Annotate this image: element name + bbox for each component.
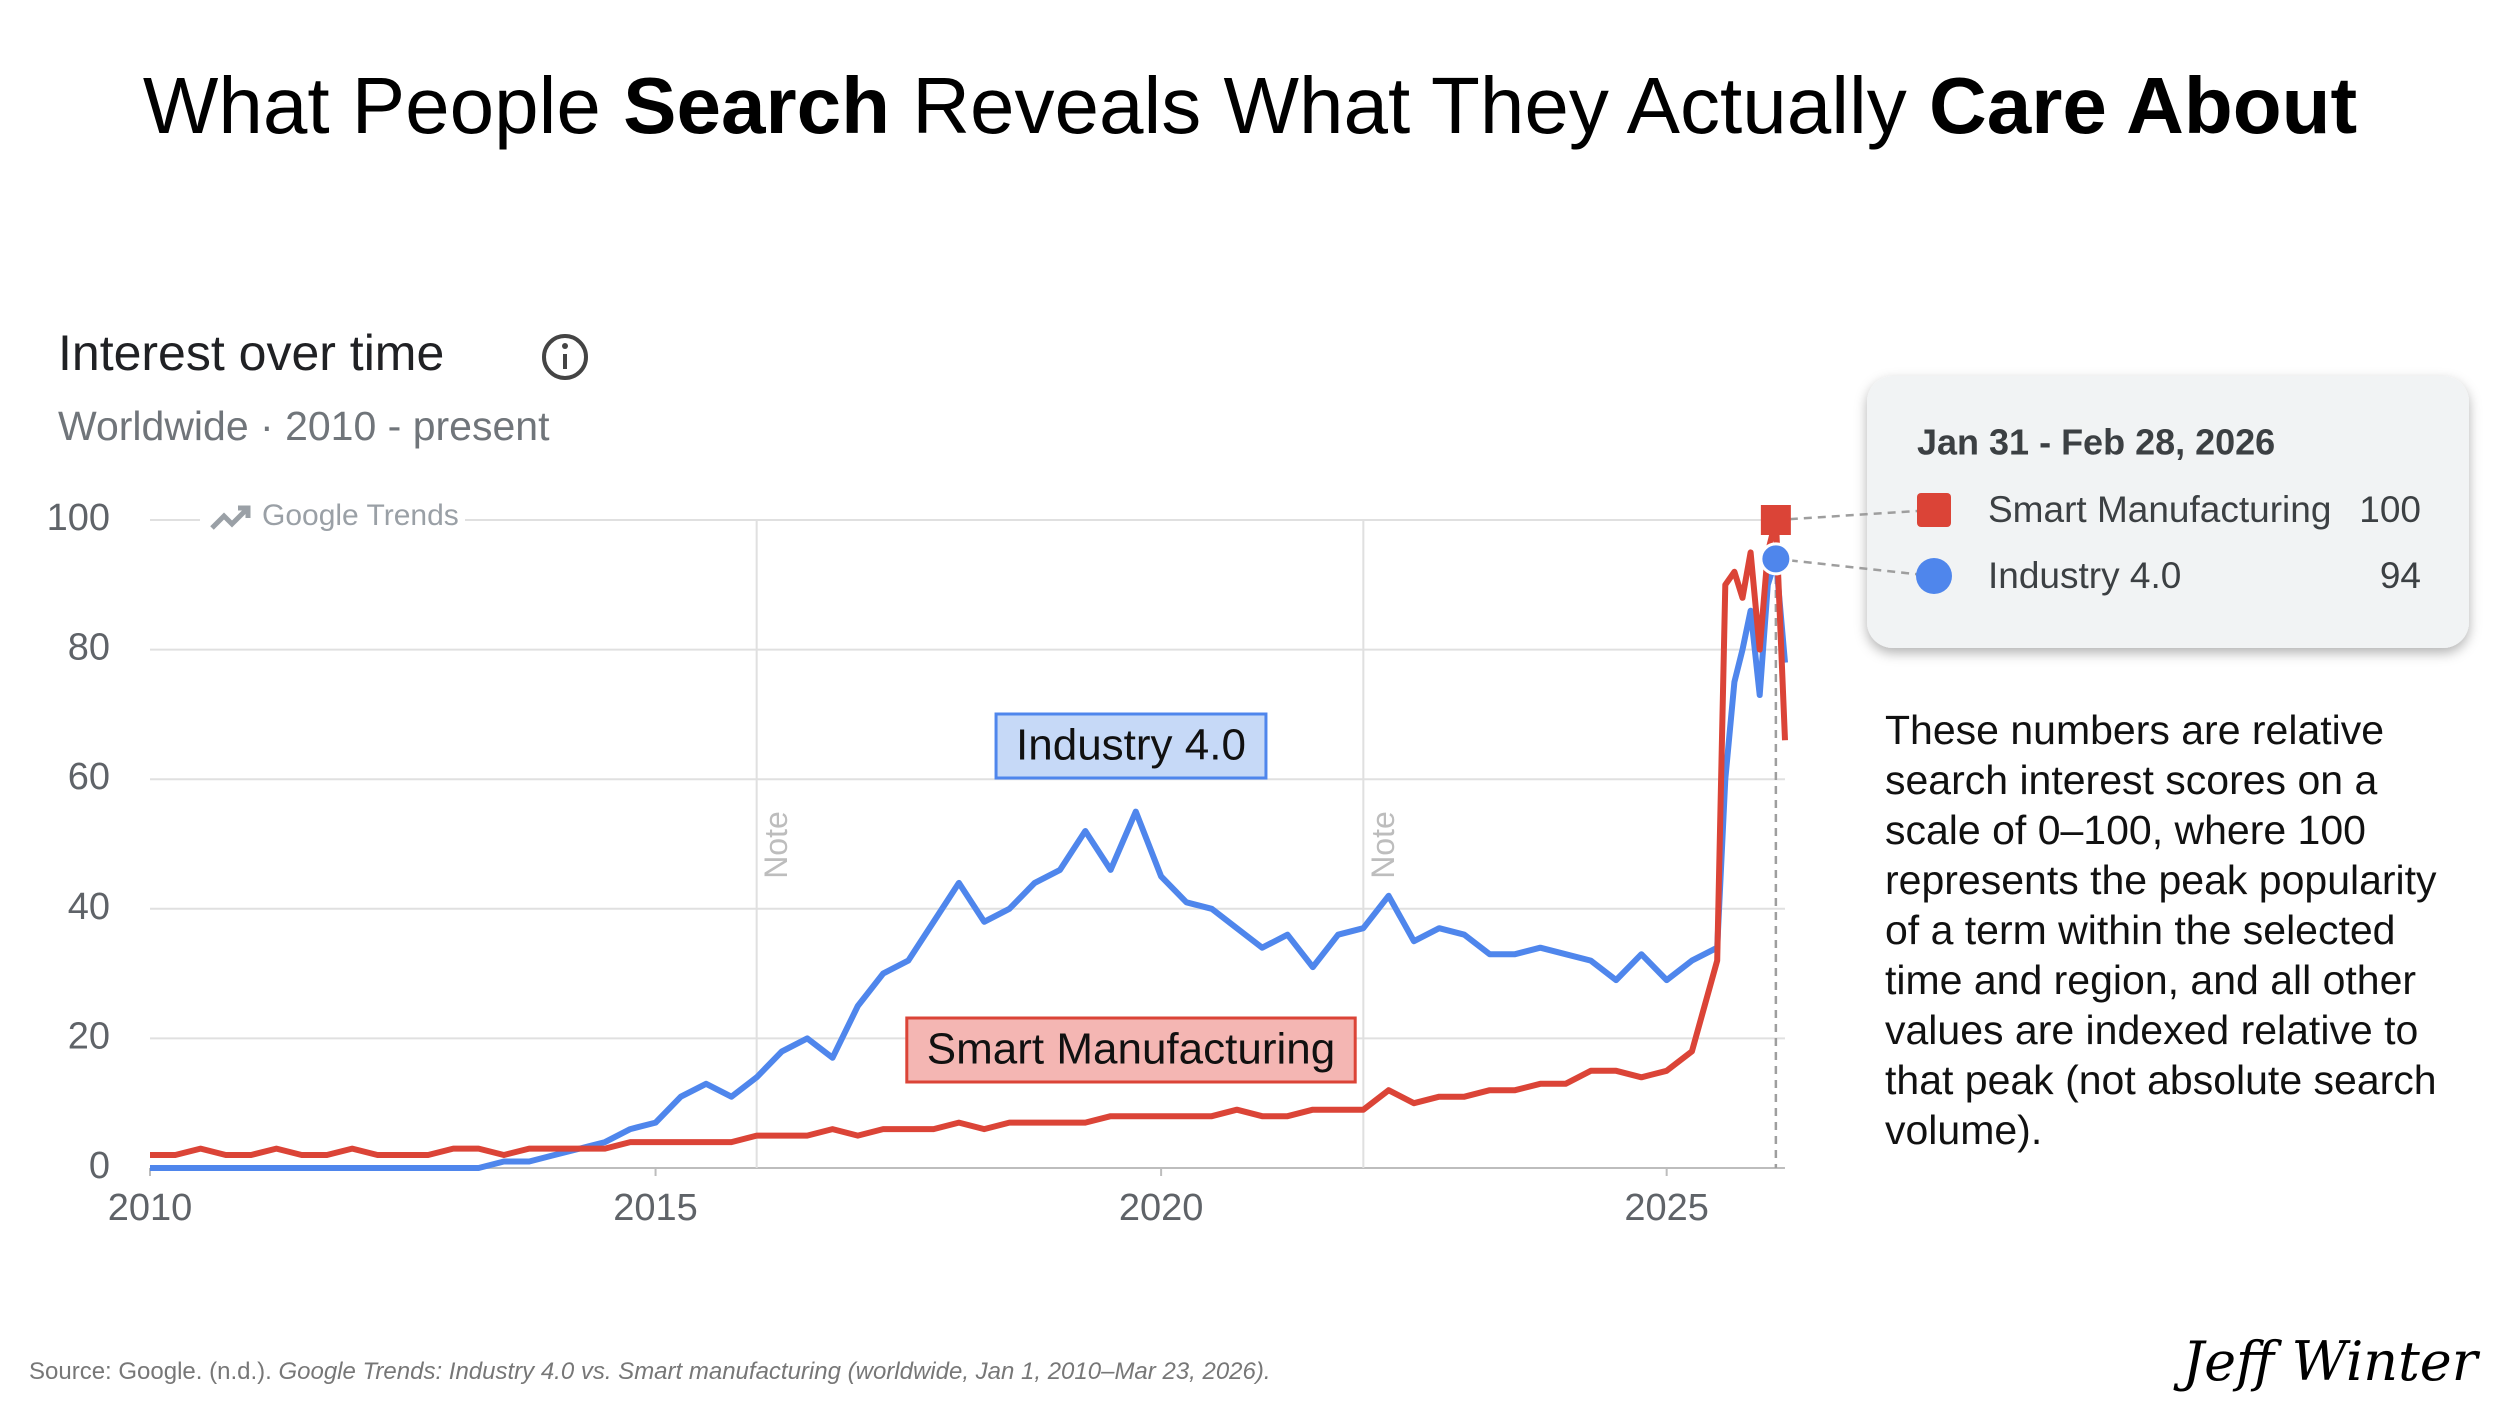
series-line: [150, 517, 1788, 1158]
y-tick-label: 20: [68, 1015, 110, 1057]
source-part: Google Trends: Industry 4.0 vs. Smart ma…: [278, 1358, 1270, 1385]
note-label: Note: [1365, 811, 1401, 879]
title-part: What People: [143, 61, 623, 150]
chart-subtitle: Worldwide · 2010 - present: [58, 403, 550, 449]
tooltip-connector: [1775, 508, 1934, 522]
tooltip-series-name: Smart Manufacturing: [1988, 489, 2331, 530]
tooltip-card: [1867, 376, 2469, 648]
highlight-marker: [1760, 505, 1791, 535]
tooltip-series-name: Industry 4.0: [1988, 555, 2181, 596]
series-line: [150, 555, 1788, 1171]
tooltip-value: 94: [2380, 555, 2421, 596]
series-label: Smart Manufacturing: [905, 1016, 1357, 1084]
series-label-text: Smart Manufacturing: [927, 1025, 1335, 1074]
tooltip-connector: [1775, 557, 1934, 578]
watermark: Google Trends: [210, 499, 459, 532]
y-tick-label: 60: [68, 756, 110, 798]
legend-swatch: [1916, 558, 1952, 594]
y-tick-label: 0: [89, 1145, 110, 1187]
y-tick-label: 40: [68, 886, 110, 928]
annotation: These numbers are relative search intere…: [1885, 707, 2437, 1153]
title-part: Care About: [1929, 61, 2357, 150]
signature: Jeff Winter: [2172, 1330, 2480, 1393]
series-label: Industry 4.0: [994, 712, 1268, 780]
source: Source: Google. (n.d.). Google Trends: I…: [29, 1358, 1271, 1385]
legend-swatch: [1917, 493, 1951, 527]
tooltip-title: Jan 31 - Feb 28, 2026: [1917, 422, 2275, 463]
series-label-box: [905, 1016, 1357, 1084]
y-tick-label: 100: [47, 497, 110, 539]
x-tick-label: 2010: [108, 1187, 193, 1229]
series-label-box: [994, 712, 1268, 780]
x-tick-label: 2020: [1119, 1187, 1204, 1229]
series-label-text: Industry 4.0: [1016, 721, 1246, 770]
highlight-marker: [1759, 542, 1793, 576]
source-part: Source: Google. (n.d.).: [29, 1358, 278, 1385]
x-tick-label: 2015: [613, 1187, 698, 1229]
x-tick-label: 2025: [1624, 1187, 1709, 1229]
y-tick-label: 80: [68, 627, 110, 669]
tooltip-value: 100: [2359, 489, 2421, 530]
page-title: What People Search Reveals What They Act…: [143, 61, 2357, 150]
trends-icon: [210, 505, 251, 530]
watermark-label: Google Trends: [262, 499, 459, 532]
info-icon[interactable]: [542, 334, 588, 380]
title-part: Reveals What They Actually: [890, 61, 1929, 150]
chart-title: Interest over time: [58, 325, 444, 381]
note-label: Note: [758, 811, 794, 879]
title-part: Search: [623, 61, 890, 150]
